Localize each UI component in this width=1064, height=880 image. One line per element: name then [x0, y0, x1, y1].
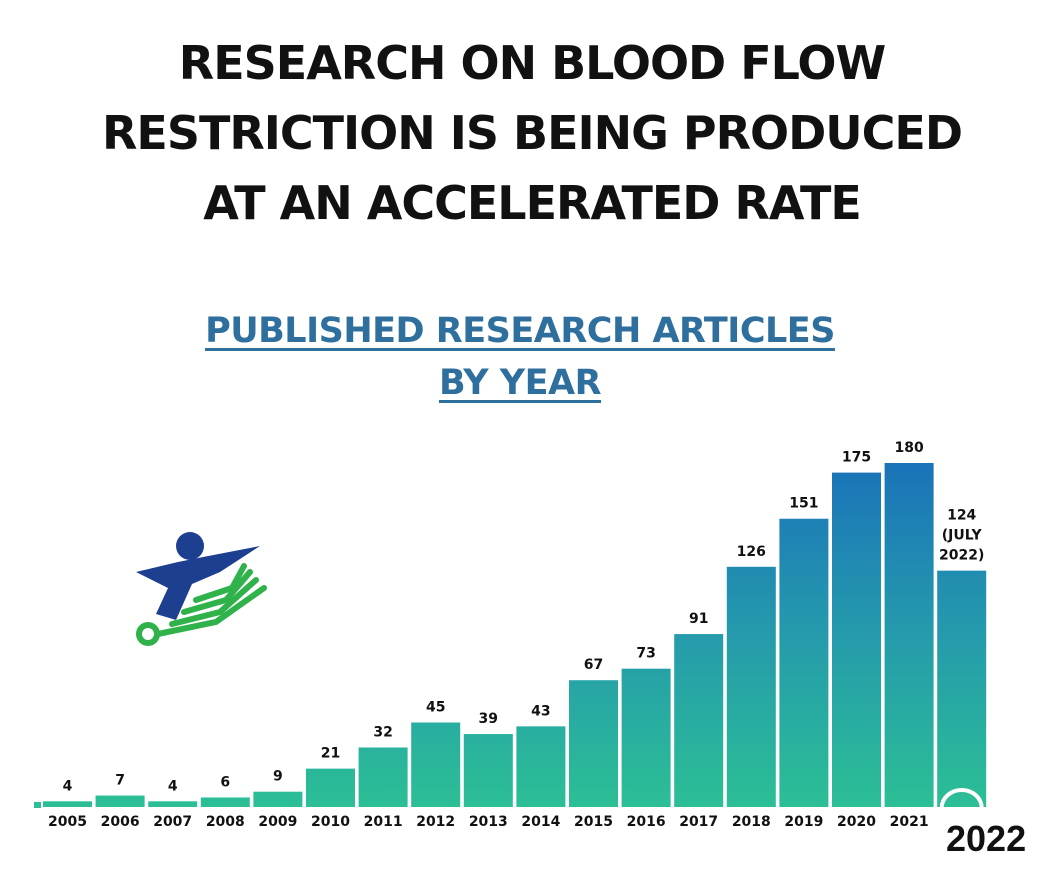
bar-2010 [304, 766, 357, 810]
tick-label-2010: 2010 [311, 814, 350, 830]
data-label-2007: 4 [168, 778, 178, 794]
last-year-label: 2022 [946, 818, 1027, 859]
bar-2006 [93, 793, 147, 809]
data-label-2006: 7 [115, 773, 125, 789]
data-label-2019: 151 [789, 496, 818, 512]
data-label-2022-1: (JULY [942, 528, 983, 544]
bar-2020 [830, 470, 883, 809]
data-label-2018: 126 [737, 544, 766, 560]
subtitle-line-2: BY YEAR [438, 363, 602, 403]
bar-2013 [461, 732, 515, 809]
data-label-2008: 6 [220, 774, 230, 790]
bar-2021 [882, 461, 936, 809]
bar-2014 [514, 724, 568, 809]
data-label-2010: 21 [321, 746, 340, 762]
data-label-2014: 43 [531, 703, 550, 719]
logo-head [176, 532, 204, 560]
bar-2008 [198, 795, 252, 810]
data-label-2005: 4 [63, 778, 73, 794]
tick-label-2018: 2018 [732, 814, 771, 830]
tick-label-2015: 2015 [574, 814, 613, 830]
tick-label-2011: 2011 [364, 814, 403, 830]
bar-2018 [724, 564, 778, 809]
data-labels-layer: 4 7 4 6 9 21 32 45 39 43 67 73 91 126 151 175 180 124 (JUL… [63, 440, 985, 794]
tick-labels-layer: 2005 2006 2007 2008 2009 2010 2011 2012 2013 2014… [48, 814, 929, 830]
data-label-2016: 73 [636, 646, 655, 662]
bar-2022 [935, 568, 989, 810]
data-label-2009: 9 [273, 769, 283, 785]
chart-subtitle: PUBLISHED RESEARCH ARTICLES BY YEAR [0, 305, 1040, 409]
last-bar-ring [939, 788, 984, 809]
logo-body [136, 546, 260, 620]
tick-label-2019: 2019 [784, 814, 823, 830]
bar-2015 [567, 678, 620, 810]
headline: RESEARCH ON BLOOD FLOW RESTRICTION IS BE… [0, 28, 1064, 238]
tick-label-2020: 2020 [837, 814, 876, 830]
tick-label-2013: 2013 [469, 814, 508, 830]
figure-with-green-lines-logo [136, 532, 267, 646]
bar-2009 [251, 789, 305, 810]
headline-line-2: RESTRICTION IS BEING PRODUCED [101, 106, 963, 160]
tick-label-2007: 2007 [153, 814, 192, 830]
bar-2005 [41, 799, 94, 809]
bar-2012 [409, 720, 463, 809]
subtitle-line-1: PUBLISHED RESEARCH ARTICLES [205, 311, 835, 351]
bars-layer [34, 461, 989, 810]
logo-green-ring [136, 622, 160, 646]
tick-label-2012: 2012 [416, 814, 455, 830]
tick-label-2006: 2006 [101, 814, 140, 830]
headline-line-3: AT AN ACCELERATED RATE [203, 176, 862, 230]
bar-2011 [356, 745, 410, 810]
bar-2017 [672, 632, 726, 809]
data-label-2011: 32 [373, 724, 392, 740]
data-label-2021: 180 [894, 440, 923, 456]
bar-2019 [777, 516, 831, 809]
bar-2016 [619, 666, 673, 810]
logo-green-lines [155, 563, 267, 637]
data-label-2017: 91 [689, 611, 708, 627]
tick-label-2016: 2016 [627, 814, 666, 830]
tick-label-2014: 2014 [521, 814, 560, 830]
tick-label-2005: 2005 [48, 814, 87, 830]
tick-label-2017: 2017 [679, 814, 718, 830]
data-label-2015: 67 [584, 657, 603, 673]
data-label-2022-2: 2022) [939, 548, 984, 564]
data-label-2022-0: 124 [947, 508, 976, 524]
data-label-2020: 175 [842, 450, 871, 466]
bar-2007 [146, 799, 200, 809]
tick-label-2008: 2008 [206, 814, 245, 830]
headline-line-1: RESEARCH ON BLOOD FLOW [178, 36, 886, 90]
data-label-2013: 39 [479, 711, 498, 727]
tick-label-2021: 2021 [890, 814, 929, 830]
tick-label-2009: 2009 [258, 814, 297, 830]
data-label-2012: 45 [426, 700, 445, 716]
